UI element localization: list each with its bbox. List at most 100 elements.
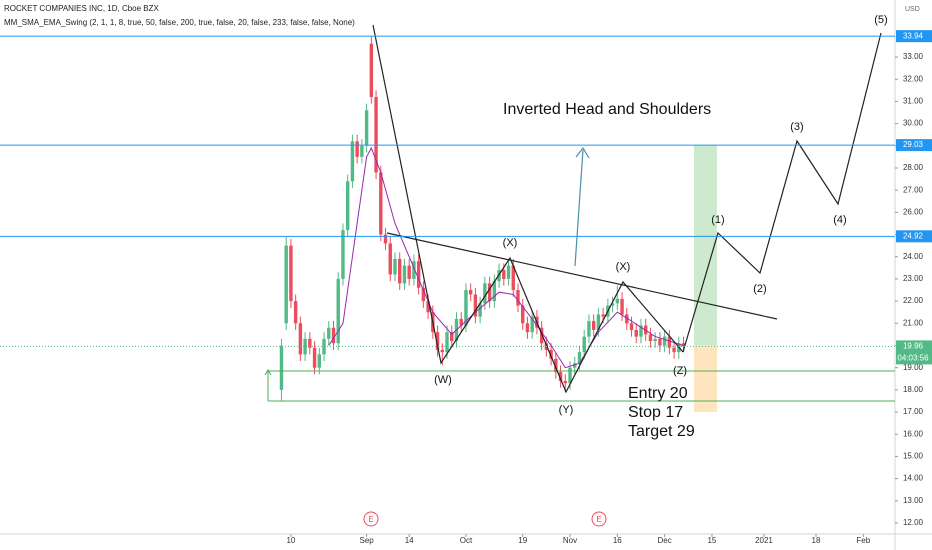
candle-body: [629, 323, 634, 330]
y-tick-label: 32.00: [903, 74, 924, 83]
wave-label: (5): [874, 14, 887, 26]
x-tick-label: 10: [286, 536, 295, 545]
wave-label: (Z): [673, 365, 687, 377]
candle-body: [445, 332, 449, 353]
x-tick-label: 14: [405, 536, 414, 545]
candle-body: [393, 258, 397, 275]
candle-body: [312, 347, 317, 368]
candle-body: [388, 243, 392, 275]
y-tick-label: 33.00: [903, 52, 924, 61]
y-tick-label: 16.00: [903, 429, 924, 438]
candle-body: [284, 245, 288, 324]
candle-body: [483, 283, 487, 304]
x-tick-label: 2021: [755, 536, 773, 545]
candle-body: [639, 325, 643, 337]
candle-body: [369, 43, 374, 97]
candle-body: [426, 301, 430, 313]
x-tick-label: 19: [518, 536, 527, 545]
candle-body: [558, 372, 563, 382]
candle-body: [478, 303, 482, 317]
x-tick-label: Sep: [359, 536, 374, 545]
candle-body: [450, 332, 454, 342]
target-arrow: [574, 149, 584, 267]
y-tick-label: 26.00: [903, 207, 924, 216]
y-tick-label: 30.00: [903, 119, 924, 128]
wave-label: (3): [790, 121, 803, 133]
candle-body: [364, 110, 369, 146]
candle-body: [610, 303, 615, 306]
indicator-label: MM_SMA_EMA_Swing (2, 1, 1, 8, true, 50, …: [4, 18, 355, 27]
y-tick-label: 24.00: [903, 252, 924, 261]
y-tick-label: 31.00: [903, 97, 924, 106]
wave-label: (Y): [559, 404, 574, 416]
candle-body: [681, 343, 686, 347]
candle-body: [374, 96, 378, 173]
neckline: [386, 232, 778, 320]
x-tick-label: 16: [613, 536, 622, 545]
candle-body: [577, 352, 582, 364]
candle-body: [615, 298, 620, 304]
candle-body: [487, 283, 492, 302]
candle-body: [662, 336, 667, 346]
wave-label: (1): [711, 214, 724, 226]
wave-label: (2): [753, 283, 766, 295]
earnings-label: E: [368, 515, 373, 524]
candle-body: [596, 314, 601, 330]
candle-body: [435, 332, 440, 350]
candle-body: [402, 265, 407, 284]
candle-body: [468, 290, 473, 295]
price-label-box: [896, 230, 932, 243]
trade-target: Target 29: [628, 423, 695, 440]
candle-body: [521, 305, 525, 324]
candles: [279, 36, 686, 401]
y-tick-label: 23.00: [903, 274, 924, 283]
candle-body: [601, 314, 605, 317]
moving-average: [328, 146, 684, 369]
wave-label: (W): [434, 374, 452, 386]
y-tick-label: 15.00: [903, 452, 924, 461]
x-tick-label: Dec: [658, 536, 672, 545]
candle-body: [634, 329, 638, 337]
candle-body: [549, 349, 553, 359]
x-tick-label: Nov: [563, 536, 577, 545]
wave-label: (X): [616, 261, 631, 273]
x-tick-label: Feb: [856, 536, 870, 545]
candle-body: [279, 345, 284, 390]
candle-body: [658, 338, 662, 346]
candle-body: [516, 290, 520, 306]
candle-body: [459, 318, 463, 326]
earnings-label: E: [596, 515, 601, 524]
candle-body: [492, 281, 497, 302]
candle-body: [573, 363, 577, 368]
pattern-label: Inverted Head and Shoulders: [503, 101, 711, 118]
price-label: 33.94: [903, 31, 924, 40]
candle-body: [345, 181, 350, 231]
candle-body: [582, 336, 586, 353]
candle-body: [667, 336, 672, 348]
candle-body: [298, 323, 303, 355]
candle-body: [554, 358, 558, 373]
earnings-marker[interactable]: [591, 511, 607, 527]
candle-body: [412, 261, 416, 279]
candle-body: [653, 338, 657, 342]
candle-body: [620, 298, 624, 315]
candle-body: [502, 270, 506, 279]
candle-body: [308, 338, 312, 348]
y-tick-label: 22.00: [903, 296, 924, 305]
candle-body: [473, 294, 478, 317]
y-tick-label: 27.00: [903, 185, 924, 194]
candle-body: [350, 141, 355, 182]
target-arrow-head: [575, 146, 590, 159]
trade-entry: Entry 20: [628, 385, 688, 402]
trade-stop: Stop 17: [628, 404, 683, 421]
candle-body: [648, 334, 653, 342]
y-tick-label: 28.00: [903, 163, 924, 172]
candle-body: [317, 354, 322, 368]
candle-body: [383, 234, 388, 244]
candle-body: [539, 327, 544, 344]
wave-line: [372, 24, 684, 394]
candle-body: [591, 321, 596, 330]
candle-body: [440, 349, 444, 353]
earnings-marker[interactable]: [363, 511, 379, 527]
